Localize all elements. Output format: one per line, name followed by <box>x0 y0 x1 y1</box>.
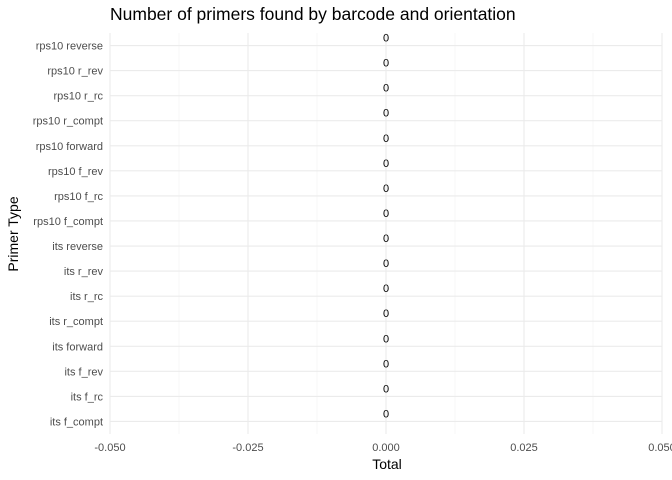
y-tick-label: rps10 f_rc <box>54 191 103 203</box>
x-tick-label: 0.025 <box>510 442 538 454</box>
bar-data-label: 0 <box>383 133 389 145</box>
x-tick-label: 0.050 <box>648 442 672 454</box>
y-tick-label: rps10 r_rc <box>53 91 103 103</box>
y-tick-label: rps10 f_compt <box>33 216 103 228</box>
y-tick-label: rps10 forward <box>36 141 103 153</box>
y-tick-label: its r_rev <box>64 266 104 278</box>
x-tick-label: -0.050 <box>94 442 125 454</box>
y-tick-label: its forward <box>52 341 103 353</box>
x-tick-label: 0.000 <box>372 442 400 454</box>
y-tick-label: its f_rc <box>71 391 104 403</box>
bar-data-label: 0 <box>383 58 389 70</box>
bar-data-label: 0 <box>383 33 389 45</box>
x-tick-label: -0.025 <box>232 442 263 454</box>
bar-data-label: 0 <box>383 158 389 170</box>
bar-data-label: 0 <box>383 258 389 270</box>
bar-data-label: 0 <box>383 308 389 320</box>
y-tick-label: its f_compt <box>50 416 103 428</box>
bar-data-label: 0 <box>383 83 389 95</box>
bar-data-label: 0 <box>383 283 389 295</box>
y-tick-labels: rps10 reverse rps10 r_rev rps10 r_rc rps10 … <box>33 41 104 429</box>
y-tick-label: rps10 f_rev <box>48 166 104 178</box>
bar-data-label: 0 <box>383 333 389 345</box>
bar-data-label: 0 <box>383 108 389 120</box>
grid-lines <box>109 33 663 434</box>
x-axis-title: Total <box>372 456 402 472</box>
bar-data-label: 0 <box>383 358 389 370</box>
bar-data-label: 0 <box>383 383 389 395</box>
bar-data-label: 0 <box>383 208 389 220</box>
y-tick-label: rps10 reverse <box>36 41 103 53</box>
bar-data-label: 0 <box>383 233 389 245</box>
bar-data-label: 0 <box>383 183 389 195</box>
y-tick-label: its r_rc <box>70 291 104 303</box>
y-tick-label: rps10 r_compt <box>33 116 103 128</box>
y-tick-label: its reverse <box>52 241 103 253</box>
y-tick-label: rps10 r_rev <box>47 66 103 78</box>
y-axis-title: Primer Type <box>5 196 21 271</box>
y-tick-label: its f_rev <box>64 366 103 378</box>
y-tick-label: its r_compt <box>49 316 103 328</box>
x-tick-labels: -0.050 -0.025 0.000 0.025 0.050 <box>94 442 672 454</box>
bar-data-label: 0 <box>383 408 389 420</box>
chart-title: Number of primers found by barcode and o… <box>110 4 516 24</box>
bar-labels: 0 0 0 0 0 0 0 0 0 0 0 0 0 0 0 0 <box>383 33 389 421</box>
